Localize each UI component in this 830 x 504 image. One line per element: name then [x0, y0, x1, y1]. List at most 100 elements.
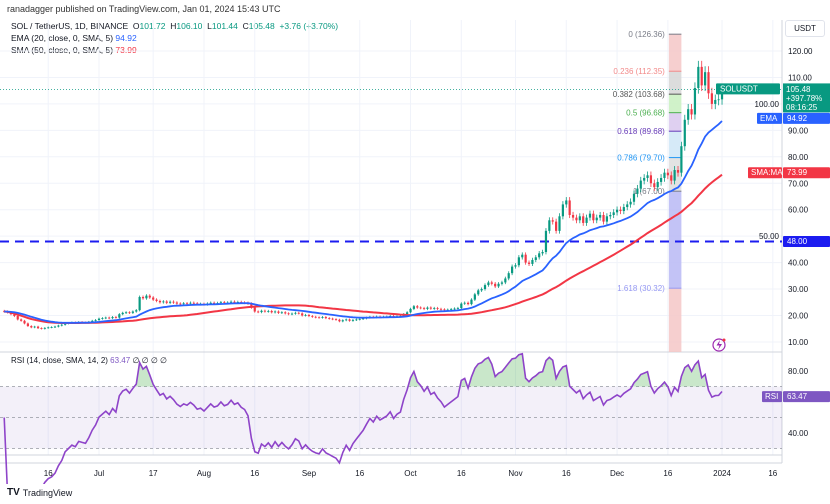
fib-zone: [668, 71, 682, 95]
candle-body: [693, 88, 697, 115]
tradingview-logo-icon: TV: [7, 487, 20, 498]
candle-body: [118, 314, 121, 318]
low-value: 101.44: [211, 21, 238, 31]
flash-icon-dot: [722, 338, 726, 342]
candle-body: [636, 188, 639, 194]
candle-body: [439, 308, 443, 310]
candle-body: [622, 207, 625, 212]
candle-body: [605, 216, 609, 222]
price-badge-text: 08:16:25: [786, 103, 818, 112]
fib-zone: [668, 288, 682, 352]
candle-body: [131, 311, 134, 313]
fib-level-label: 0 (126.36): [628, 30, 665, 39]
sma-legend[interactable]: SMA (50, close, 0, SMA, 5) 73.99: [11, 45, 137, 55]
ema-legend[interactable]: EMA (20, close, 0, SMA, 5) 94.92: [11, 33, 137, 43]
candle-body: [412, 306, 416, 309]
rsi-legend[interactable]: RSI (14, close, SMA, 14, 2) 63.47 ∅ ∅ ∅ …: [11, 356, 167, 365]
open-value: 101.72: [139, 21, 166, 31]
candle-body: [223, 302, 226, 304]
candle-body: [185, 303, 189, 305]
candle-body: [561, 204, 564, 217]
candle-body: [30, 326, 33, 328]
sma-50-line: [4, 173, 723, 324]
candle-body: [192, 302, 195, 304]
candle-body: [148, 295, 151, 298]
candle-body: [267, 311, 270, 312]
symbol-label[interactable]: SOL / TetherUS, 1D, BINANCE: [11, 21, 129, 31]
candle-body: [717, 99, 720, 101]
time-axis-label: Dec: [610, 469, 624, 478]
candle-body: [700, 66, 703, 86]
candle-body: [64, 323, 67, 325]
candle-body: [544, 230, 548, 253]
sma-value-badge-bg: [783, 167, 830, 179]
time-axis-label: 16: [250, 469, 259, 478]
candle-body: [575, 217, 578, 221]
candle-body: [511, 266, 514, 274]
candle-body: [531, 259, 534, 264]
candle-body: [466, 302, 470, 305]
currency-selector[interactable]: USDT: [785, 20, 825, 37]
price-chart[interactable]: 0 (126.36) 0.236 (112.35) 0.382 (103.68) 0.…: [0, 0, 830, 484]
candle-body: [121, 312, 124, 315]
candle-body: [233, 301, 236, 303]
candle-body: [714, 99, 717, 104]
candle-body: [270, 311, 273, 313]
symbol-badge-bg: [716, 83, 780, 95]
candle-body: [571, 214, 575, 218]
ema-value-badge: 94.92: [783, 112, 830, 124]
candle-body: [446, 309, 449, 311]
support-value-badge-bg: [783, 235, 830, 247]
candle-body: [626, 204, 629, 208]
candle-body: [36, 326, 40, 329]
candle-body: [213, 302, 216, 304]
rsi-value-badge-bg: [783, 391, 830, 403]
candle-body: [697, 66, 700, 89]
flash-icon-bolt: [716, 340, 722, 350]
candle-body: [653, 183, 656, 188]
price-badge-bg: [783, 83, 830, 113]
fib-zone: [668, 191, 682, 289]
flash-icon-ring: [712, 338, 726, 352]
candle-body: [250, 303, 253, 308]
ema-20-line: [4, 120, 723, 324]
price-axis-label: 10.00: [788, 338, 809, 347]
candle-body: [287, 313, 290, 315]
candle-body: [514, 265, 517, 267]
candle-body: [253, 307, 256, 312]
candle-body: [294, 312, 297, 314]
candle-body: [649, 175, 653, 184]
candle-body: [3, 310, 6, 312]
candle-body: [196, 303, 199, 305]
ema-name-badge-text: EMA: [760, 114, 778, 123]
candle-body: [290, 313, 294, 315]
candle-body: [229, 301, 233, 303]
candle-body: [595, 217, 598, 221]
candle-body: [284, 312, 287, 314]
candle-body: [433, 308, 436, 309]
candle-body: [527, 262, 531, 264]
candle-body: [663, 172, 666, 178]
time-axis-label: Sep: [302, 469, 317, 478]
candle-body: [304, 314, 307, 316]
candle-body: [453, 308, 456, 310]
candle-body: [656, 181, 659, 188]
candle-body: [426, 307, 429, 309]
fib-zone: [668, 34, 682, 72]
candle-body: [409, 308, 412, 313]
price-axis-label: 80.00: [788, 153, 809, 162]
candle-body: [334, 319, 338, 321]
time-axis-label: 16: [457, 469, 466, 478]
candle-body: [128, 312, 131, 314]
candle-body: [521, 254, 524, 258]
candle-body: [341, 320, 344, 322]
candle-body: [483, 285, 487, 290]
rsi-line: [3, 352, 723, 484]
candle-body: [436, 308, 439, 309]
support-value-badge-text: 48.00: [787, 237, 808, 246]
price-axis-label: 90.00: [788, 126, 809, 135]
price-axis-label: 20.00: [788, 312, 809, 321]
fib-zone: [668, 112, 682, 132]
candle-body: [450, 309, 453, 310]
candle-body: [558, 216, 561, 231]
